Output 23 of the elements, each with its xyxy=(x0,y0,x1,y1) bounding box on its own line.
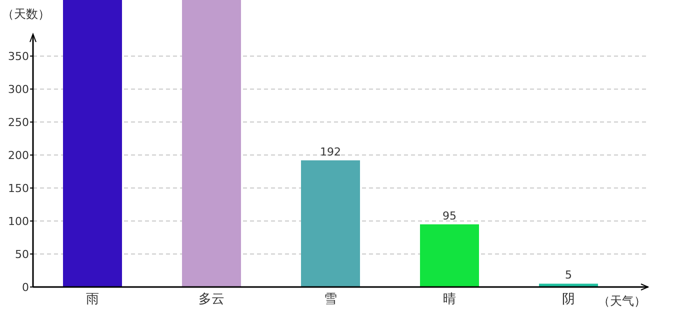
x-tick-label: 晴 xyxy=(443,292,456,307)
y-tick-label: 300 xyxy=(8,83,29,96)
x-axis-title: （天气） xyxy=(598,294,646,308)
bar xyxy=(182,0,241,287)
bar xyxy=(420,224,479,287)
y-tick-label: 250 xyxy=(8,116,29,130)
bar xyxy=(301,160,360,287)
y-tick-label: 350 xyxy=(8,50,29,64)
y-tick-label: 200 xyxy=(8,149,29,162)
x-tick-label: 雪 xyxy=(324,292,337,307)
y-axis-title: （天数） xyxy=(2,7,50,21)
x-tick-label: 雨 xyxy=(86,292,99,307)
y-tick-label: 50 xyxy=(15,248,29,262)
data-label: 5 xyxy=(565,268,572,282)
x-tick-label: 多云 xyxy=(198,292,224,307)
y-tick-label: 150 xyxy=(8,182,29,196)
y-tick-label: 100 xyxy=(8,215,29,228)
data-label: 192 xyxy=(320,145,341,158)
y-tick-label: 0 xyxy=(22,281,29,294)
data-label: 95 xyxy=(442,209,456,222)
x-tick-label: 阴 xyxy=(562,292,575,307)
bar xyxy=(63,0,122,287)
bar xyxy=(539,284,598,287)
